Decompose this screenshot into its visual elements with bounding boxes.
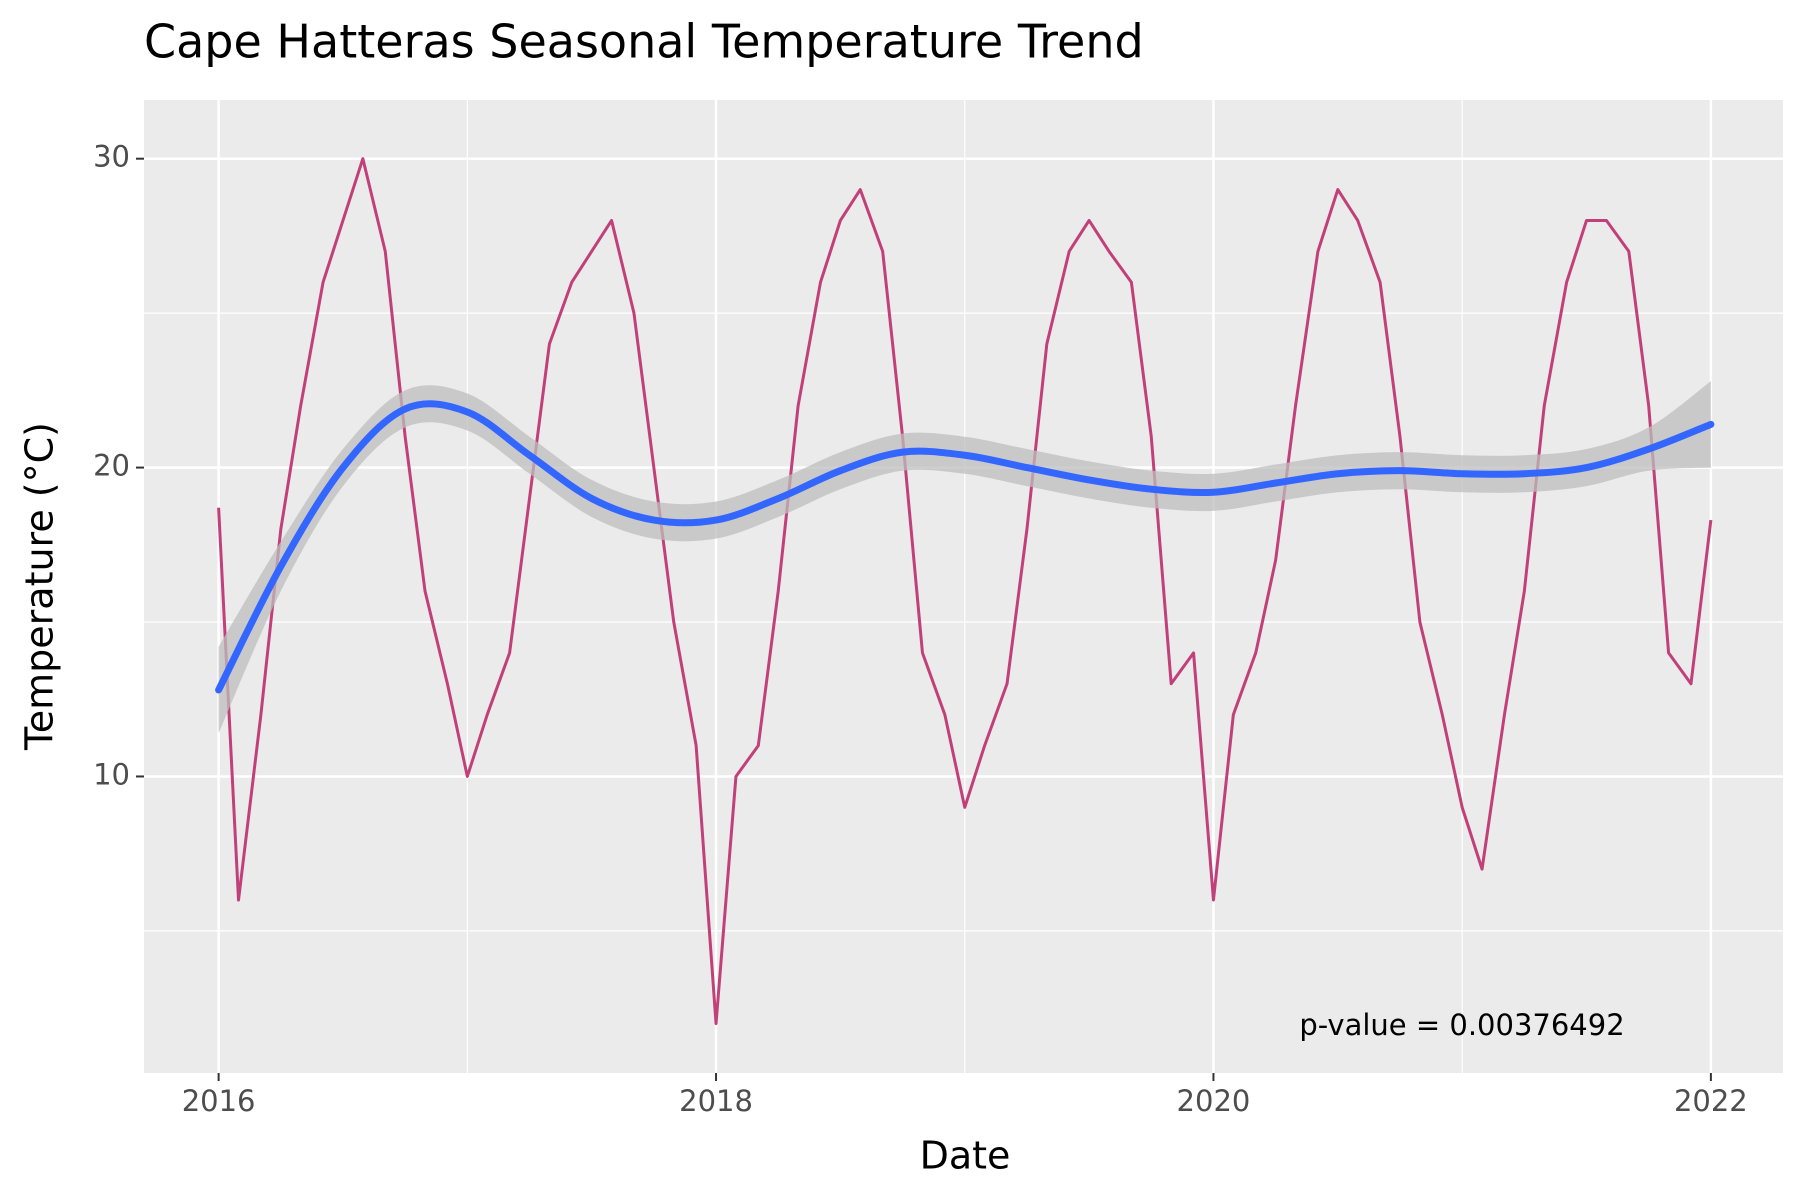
data-line	[217, 157, 1713, 1026]
chart-title: Cape Hatteras Seasonal Temperature Trend	[144, 15, 1144, 69]
y-axis-label: Temperature (°C)	[18, 422, 62, 751]
x-tick-label: 2022	[1674, 1084, 1748, 1118]
plot-panel	[144, 100, 1783, 1073]
x-tick-label: 2016	[182, 1084, 256, 1118]
x-tick-label: 2020	[1177, 1084, 1251, 1118]
y-tick-label: 30	[93, 140, 130, 174]
annotation: p-value = 0.00376492	[1299, 1008, 1624, 1042]
x-axis-label: Date	[920, 1134, 1011, 1178]
x-tick-label: 2018	[679, 1084, 753, 1118]
trend-line	[215, 400, 1715, 694]
y-tick-label: 20	[93, 449, 130, 483]
y-tick-label: 10	[93, 757, 130, 791]
confidence-band	[218, 381, 1711, 734]
